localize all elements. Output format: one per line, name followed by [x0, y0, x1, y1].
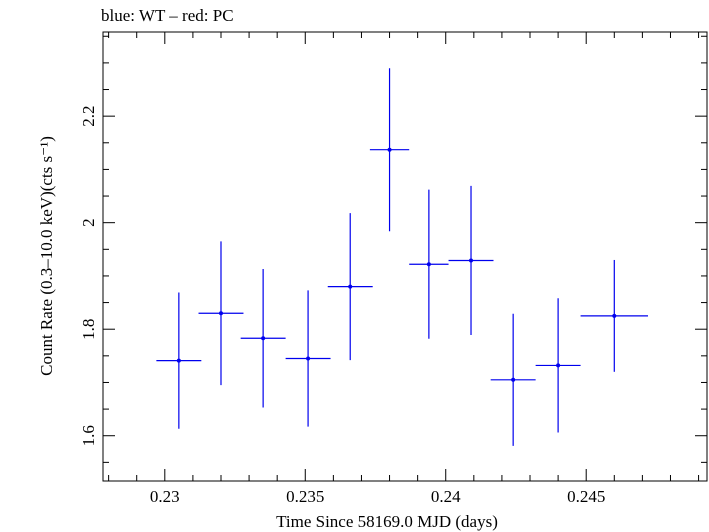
- point-marker: [469, 258, 474, 263]
- x-tick-label: 0.24: [431, 487, 461, 506]
- data-points: [156, 68, 649, 446]
- data-point: [327, 213, 373, 361]
- data-point: [490, 313, 536, 446]
- y-tick-label: 2.2: [79, 106, 98, 127]
- chart-title: blue: WT – red: PC: [101, 6, 234, 25]
- point-marker: [261, 336, 266, 341]
- point-marker: [306, 356, 311, 361]
- x-tick-label: 0.245: [567, 487, 605, 506]
- point-marker: [556, 363, 561, 368]
- data-point: [369, 68, 410, 232]
- data-point: [156, 292, 202, 429]
- axis-tick-labels: 0.23 0.235 0.24 0.245 1.6 1.8 2 2.2: [79, 106, 605, 506]
- data-point: [448, 185, 494, 336]
- point-marker: [426, 262, 431, 267]
- data-point: [285, 290, 331, 427]
- point-marker: [387, 147, 392, 152]
- point-marker: [511, 377, 516, 382]
- x-tick-label: 0.23: [150, 487, 180, 506]
- y-tick-label: 1.8: [79, 319, 98, 340]
- point-marker: [612, 313, 617, 318]
- y-tick-label: 1.6: [79, 425, 98, 446]
- data-point: [240, 269, 286, 408]
- point-marker: [176, 358, 181, 363]
- point-marker: [348, 284, 353, 289]
- data-point: [535, 298, 581, 433]
- point-marker: [218, 311, 223, 316]
- axis-ticks: [103, 32, 707, 481]
- x-axis-label: Time Since 58169.0 MJD (days): [276, 512, 498, 531]
- plot-frame: [102, 31, 708, 482]
- data-point: [580, 259, 649, 372]
- data-point: [409, 189, 449, 339]
- data-point: [198, 241, 244, 386]
- x-tick-label: 0.235: [286, 487, 324, 506]
- y-axis-label: Count Rate (0.3–10.0 keV)(cts s⁻¹): [37, 136, 56, 376]
- y-tick-label: 2: [79, 218, 98, 227]
